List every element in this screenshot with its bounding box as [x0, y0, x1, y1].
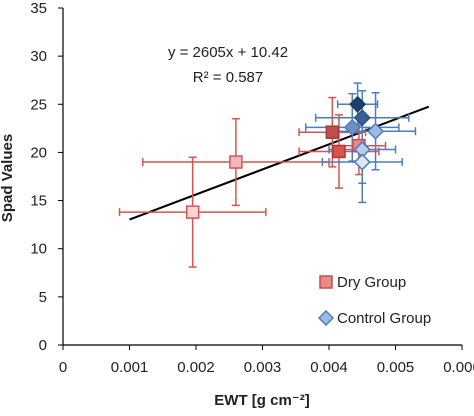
y-tick-label: 5 [39, 289, 47, 306]
y-axis-title: Spad Values [0, 134, 16, 222]
x-tick-label: 0.004 [310, 359, 348, 376]
dry-group-point [185, 205, 200, 219]
legend-control-label: Control Group [337, 310, 431, 327]
y-tick-label: 15 [30, 193, 47, 210]
control-group-point [353, 109, 371, 127]
tick-labels-group: 0 0.001 0.002 0.003 0.004 0.005 0.006 0 5 10 15 20 2… [30, 0, 474, 376]
points-group [185, 95, 385, 219]
legend-dry-label: Dry Group [337, 274, 406, 291]
x-tick-label: 0.005 [377, 359, 415, 376]
axis-titles-group: EWT [g cm⁻²] Spad Values [0, 134, 310, 409]
x-axis-title: EWT [g cm⁻²] [214, 392, 309, 409]
y-tick-label: 30 [30, 48, 47, 65]
legend: Dry Group Control Group [317, 274, 431, 327]
control-group-point [366, 122, 385, 140]
trendline-group [129, 105, 430, 221]
trendline [129, 105, 430, 221]
r-squared-label: R² = 0.587 [193, 69, 263, 86]
control-group-point [353, 153, 371, 171]
legend-control-marker [317, 309, 335, 327]
control-group-point [349, 95, 367, 113]
error-bars-group [118, 82, 417, 268]
y-tick-label: 25 [30, 96, 47, 113]
x-tick-label: 0.002 [177, 359, 215, 376]
y-tick-label: 20 [30, 144, 47, 161]
x-tick-label: 0.006 [443, 359, 474, 376]
dry-group-point [229, 155, 243, 169]
dry-group-point [332, 144, 346, 159]
x-tick-label: 0 [59, 359, 67, 376]
trendline-equation-label: y = 2605x + 10.42 [168, 44, 288, 61]
annotation-group: y = 2605x + 10.42 R² = 0.587 [168, 44, 288, 86]
legend-dry-marker [319, 275, 333, 289]
y-tick-label: 10 [30, 241, 47, 258]
axes-group [58, 7, 463, 350]
y-tick-label: 0 [39, 337, 47, 354]
y-tick-label: 35 [30, 0, 47, 17]
x-tick-label: 0.001 [111, 359, 149, 376]
control-group-point [343, 118, 361, 136]
x-tick-label: 0.003 [244, 359, 282, 376]
dry-group-point [325, 125, 340, 139]
